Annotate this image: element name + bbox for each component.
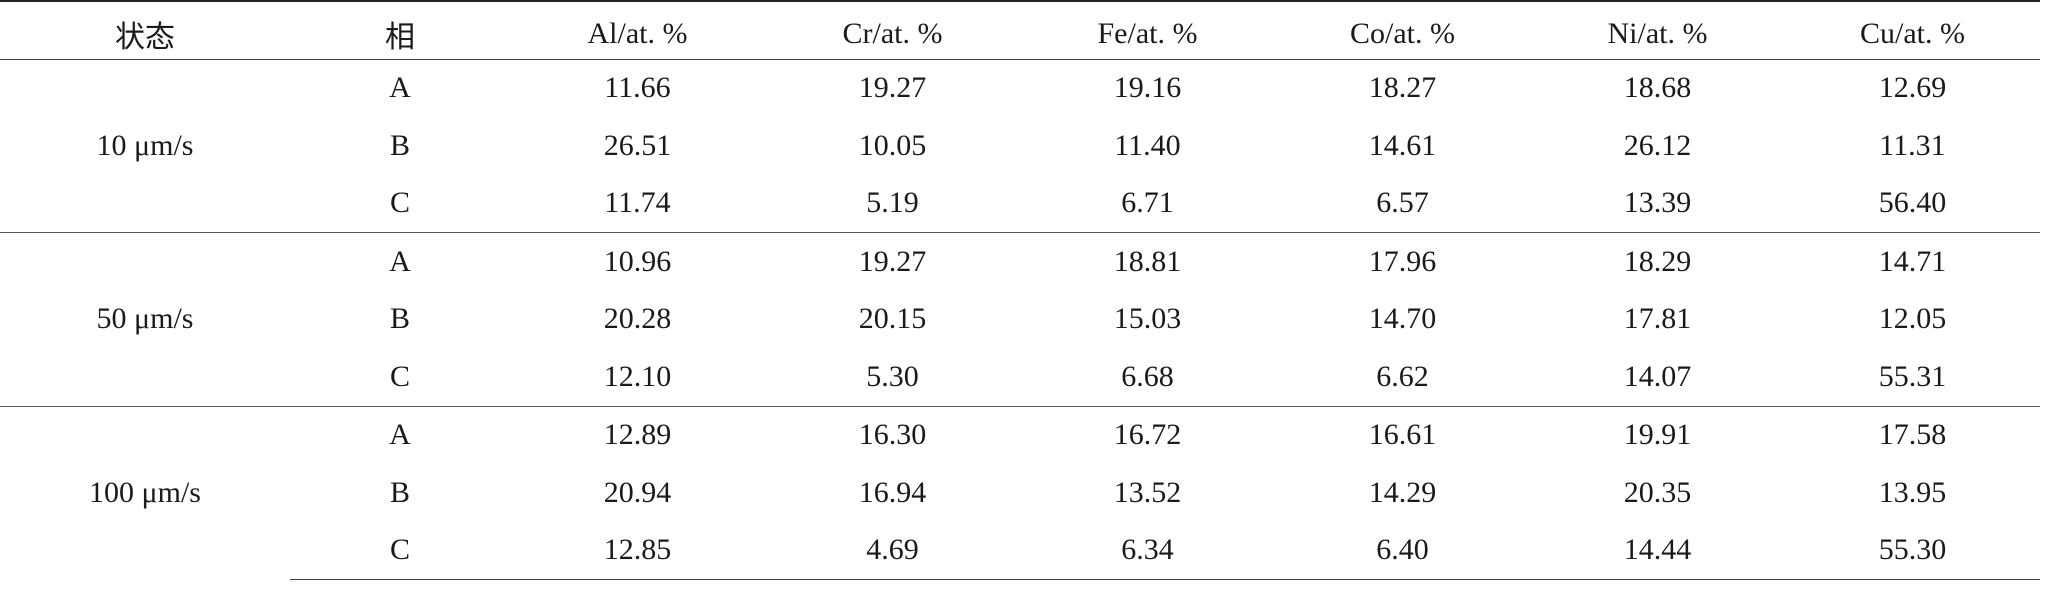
table-row: B 26.51 10.05 11.40 14.61 26.12 11.31	[0, 117, 2040, 175]
ni-cell: 26.12	[1623, 128, 1692, 162]
header-phase: 相	[290, 0, 510, 60]
co-cell: 18.27	[1368, 71, 1437, 105]
table-group-10: 10 μm/s A 11.66 19.27 19.16 18.27 18.68 …	[0, 59, 2040, 233]
phase-cell: A	[290, 405, 510, 464]
cr-cell: 4.69	[765, 521, 1020, 580]
ni-cell: 19.91	[1530, 405, 1785, 464]
cu-cell: 55.31	[1878, 359, 1947, 393]
table-row: B 20.28 20.15 15.03 14.70 17.81 12.05	[0, 291, 2040, 349]
ni-cell: 17.81	[1623, 302, 1692, 336]
phase-cell: B	[389, 302, 410, 336]
al-cell: 10.96	[510, 232, 765, 291]
cu-cell: 17.58	[1785, 405, 2040, 464]
cu-cell: 13.95	[1878, 475, 1947, 509]
header-ni: Ni/at. %	[1530, 0, 1785, 60]
state-cell: 100 μm/s	[0, 405, 290, 580]
al-cell: 12.89	[510, 405, 765, 464]
ni-cell: 20.35	[1623, 475, 1692, 509]
co-cell: 16.61	[1275, 405, 1530, 464]
fe-cell: 6.71	[1121, 186, 1174, 220]
state-cell: 10 μm/s	[96, 128, 194, 162]
cr-cell: 20.15	[858, 302, 927, 336]
fe-cell: 19.16	[1113, 71, 1182, 105]
fe-cell: 18.81	[1020, 232, 1275, 291]
cu-cell: 12.05	[1878, 302, 1947, 336]
cr-cell: 16.30	[765, 405, 1020, 464]
cu-cell: 55.30	[1785, 521, 2040, 580]
table-row: C 12.85 4.69 6.34 6.40 14.44 55.30	[0, 521, 2040, 580]
al-cell: 12.85	[510, 521, 765, 580]
table-row: C 12.10 5.30 6.68 6.62 14.07 55.31	[0, 348, 2040, 406]
co-cell: 6.57	[1376, 186, 1429, 220]
cr-cell: 19.27	[858, 71, 927, 105]
header-fe: Fe/at. %	[1020, 0, 1275, 60]
phase-cell: C	[389, 186, 410, 220]
header-state: 状态	[0, 0, 290, 60]
al-cell: 26.51	[603, 128, 672, 162]
ni-cell: 18.68	[1623, 71, 1692, 105]
co-cell: 17.96	[1275, 232, 1530, 291]
al-cell: 11.74	[604, 186, 671, 220]
cr-cell: 5.19	[866, 186, 919, 220]
header-cr: Cr/at. %	[765, 0, 1020, 60]
phase-cell: C	[290, 521, 510, 580]
phase-cell: C	[389, 359, 410, 393]
state-cell: 50 μm/s	[0, 232, 290, 406]
table-row: B 20.94 16.94 13.52 14.29 20.35 13.95	[0, 464, 2040, 522]
fe-cell: 15.03	[1113, 302, 1182, 336]
cr-cell: 10.05	[858, 128, 927, 162]
co-cell: 14.61	[1368, 128, 1437, 162]
cr-cell: 16.94	[858, 475, 927, 509]
al-cell: 20.94	[603, 475, 672, 509]
composition-table: 状态 相 Al/at. % Cr/at. % Fe/at. % Co/at. %…	[0, 0, 2040, 580]
header-al: Al/at. %	[510, 0, 765, 60]
table-row: 50 μm/s A 10.96 19.27 18.81 17.96 18.29 …	[0, 232, 2040, 406]
cu-cell: 11.31	[1879, 128, 1946, 162]
fe-cell: 16.72	[1020, 405, 1275, 464]
table-group-100: 100 μm/s A 12.89 16.30 16.72 16.61 19.91…	[0, 405, 2040, 580]
cu-cell: 56.40	[1878, 186, 1947, 220]
table-row: C 11.74 5.19 6.71 6.57 13.39 56.40	[0, 175, 2040, 233]
header-co: Co/at. %	[1275, 0, 1530, 60]
fe-cell: 13.52	[1113, 475, 1182, 509]
table-header: 状态 相 Al/at. % Cr/at. % Fe/at. % Co/at. %…	[0, 0, 2040, 60]
cu-cell: 12.69	[1878, 71, 1947, 105]
fe-cell: 6.34	[1020, 521, 1275, 580]
table-row: 100 μm/s A 12.89 16.30 16.72 16.61 19.91…	[0, 405, 2040, 580]
ni-cell: 18.29	[1530, 232, 1785, 291]
ni-cell: 13.39	[1623, 186, 1692, 220]
phase-cell: A	[389, 71, 411, 105]
co-cell: 14.29	[1368, 475, 1437, 509]
co-cell: 6.40	[1275, 521, 1530, 580]
phase-cell: B	[389, 475, 410, 509]
fe-cell: 11.40	[1114, 128, 1181, 162]
al-cell: 11.66	[604, 71, 671, 105]
fe-cell: 6.68	[1121, 359, 1174, 393]
phase-cell: A	[290, 232, 510, 291]
table-group-50: 50 μm/s A 10.96 19.27 18.81 17.96 18.29 …	[0, 232, 2040, 406]
composition-table-container: 状态 相 Al/at. % Cr/at. % Fe/at. % Co/at. %…	[0, 0, 2040, 580]
ni-cell: 14.07	[1623, 359, 1692, 393]
cr-cell: 19.27	[765, 232, 1020, 291]
cu-cell: 14.71	[1785, 232, 2040, 291]
al-cell: 12.10	[603, 359, 672, 393]
header-cu: Cu/at. %	[1785, 0, 2040, 60]
ni-cell: 14.44	[1530, 521, 1785, 580]
co-cell: 6.62	[1376, 359, 1429, 393]
co-cell: 14.70	[1368, 302, 1437, 336]
cr-cell: 5.30	[866, 359, 919, 393]
al-cell: 20.28	[603, 302, 672, 336]
phase-cell: B	[389, 128, 410, 162]
header-row: 状态 相 Al/at. % Cr/at. % Fe/at. % Co/at. %…	[0, 0, 2040, 60]
table-row: 10 μm/s A 11.66 19.27 19.16 18.27 18.68 …	[0, 59, 2040, 162]
